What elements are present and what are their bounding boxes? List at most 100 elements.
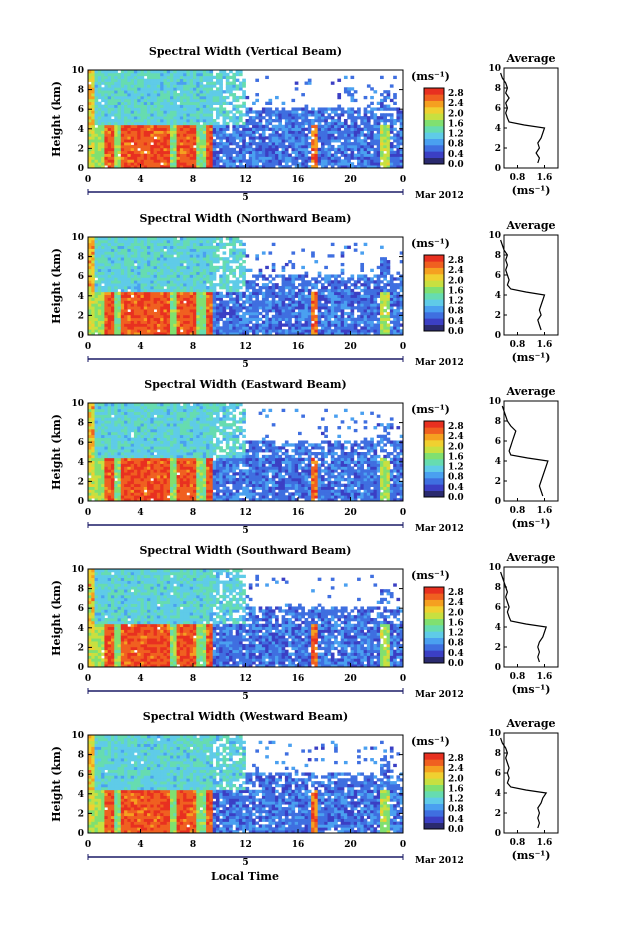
heatmap-cell [156, 311, 161, 316]
heatmap-cell [120, 133, 125, 137]
heatmap-cell [271, 288, 276, 293]
heatmap-cell [127, 283, 132, 287]
heatmap-cell [238, 274, 243, 278]
heatmap-cell [186, 291, 191, 296]
heatmap-cell [206, 133, 210, 137]
heatmap-cell [324, 156, 328, 160]
x-tick-label: 8 [190, 175, 196, 185]
heatmap-cell [101, 147, 105, 152]
heatmap-cell [166, 254, 171, 258]
heatmap-cell [383, 107, 387, 111]
heatmap-cell [363, 303, 368, 307]
heatmap-cell [383, 127, 387, 131]
heatmap-cell [284, 320, 289, 324]
heatmap-cell [140, 257, 145, 261]
heatmap-cell [173, 237, 177, 241]
heatmap-cell [370, 280, 374, 284]
heatmap-cell [298, 314, 302, 319]
heatmap-cell [189, 245, 194, 249]
heatmap-cell [94, 119, 99, 123]
heatmap-cell [140, 245, 145, 249]
heatmap-cell [376, 136, 381, 140]
heatmap-cell [170, 277, 174, 281]
heatmap-cell [343, 297, 348, 301]
heatmap-cell [376, 286, 381, 290]
heatmap-cell [284, 329, 289, 333]
heatmap-cell [173, 242, 177, 247]
heatmap-cell [219, 98, 223, 103]
heatmap-cell [127, 248, 132, 252]
heatmap-cell [101, 98, 105, 103]
heatmap-cell [373, 303, 378, 307]
heatmap-cell [347, 87, 351, 91]
heatmap-cell [110, 87, 115, 91]
heatmap-cell [199, 297, 204, 301]
heatmap-cell [127, 277, 132, 281]
heatmap-cell [327, 150, 332, 154]
heatmap-cell [258, 144, 263, 149]
heatmap-cell [202, 124, 207, 129]
heatmap-cell [140, 314, 145, 319]
heatmap-cell [173, 262, 177, 267]
heatmap-cell [209, 104, 214, 108]
heatmap-cell [304, 317, 309, 321]
heatmap-cell [386, 271, 391, 275]
heatmap-cell [114, 136, 118, 140]
heatmap-cell [330, 242, 335, 247]
heatmap-cell [261, 297, 266, 301]
heatmap-cell [143, 95, 148, 100]
heatmap-cell [357, 306, 361, 310]
heatmap-cell [91, 329, 95, 333]
heatmap-cell [133, 245, 138, 249]
heatmap-cell [97, 113, 102, 117]
heatmap-cell [166, 87, 171, 91]
heatmap-cell [258, 306, 263, 310]
heatmap-cell [173, 142, 177, 146]
heatmap-cell [268, 165, 273, 169]
heatmap-cell [271, 133, 276, 137]
heatmap-cell [110, 153, 115, 157]
heatmap-cell [176, 124, 181, 129]
heatmap-cell [265, 144, 269, 149]
heatmap-cell [101, 306, 105, 310]
heatmap-cell [357, 142, 361, 146]
heatmap-cell [166, 320, 171, 324]
heatmap-cell [104, 93, 109, 97]
heatmap-cell [170, 320, 174, 324]
heatmap-cell [166, 119, 171, 123]
heatmap-cell [120, 159, 125, 163]
heatmap-cell [189, 139, 194, 143]
heatmap-cell [320, 107, 325, 111]
heatmap-cell [281, 136, 286, 140]
heatmap-cell [363, 136, 368, 140]
heatmap-cell [150, 283, 155, 287]
heatmap-cell [370, 87, 374, 91]
heatmap-cell [137, 81, 141, 85]
colorbar-swatch [424, 126, 444, 133]
heatmap-cell [284, 262, 289, 267]
heatmap-cell [343, 136, 348, 140]
heatmap-cell [238, 297, 243, 301]
heatmap-cell [386, 124, 391, 129]
heatmap-cell [193, 314, 197, 319]
heatmap-cell [330, 274, 335, 278]
heatmap-cell [140, 303, 145, 307]
heatmap-cell [156, 78, 161, 82]
heatmap-cell [238, 280, 243, 284]
heatmap-cell [94, 110, 99, 114]
heatmap-cell [238, 84, 243, 88]
heatmap-cell [235, 239, 240, 244]
heatmap-cell [330, 153, 335, 157]
heatmap-cell [94, 286, 99, 290]
heatmap-cell [127, 72, 132, 77]
heatmap-cell [376, 156, 381, 160]
heatmap-cell [307, 110, 312, 114]
heatmap-cell [110, 239, 115, 244]
heatmap-cell [219, 245, 223, 249]
heatmap-cell [183, 271, 187, 275]
heatmap-cell [199, 139, 204, 143]
heatmap-cell [140, 101, 145, 105]
heatmap-cell [350, 153, 355, 157]
heatmap-cell [324, 165, 328, 169]
heatmap-cell [245, 133, 250, 137]
